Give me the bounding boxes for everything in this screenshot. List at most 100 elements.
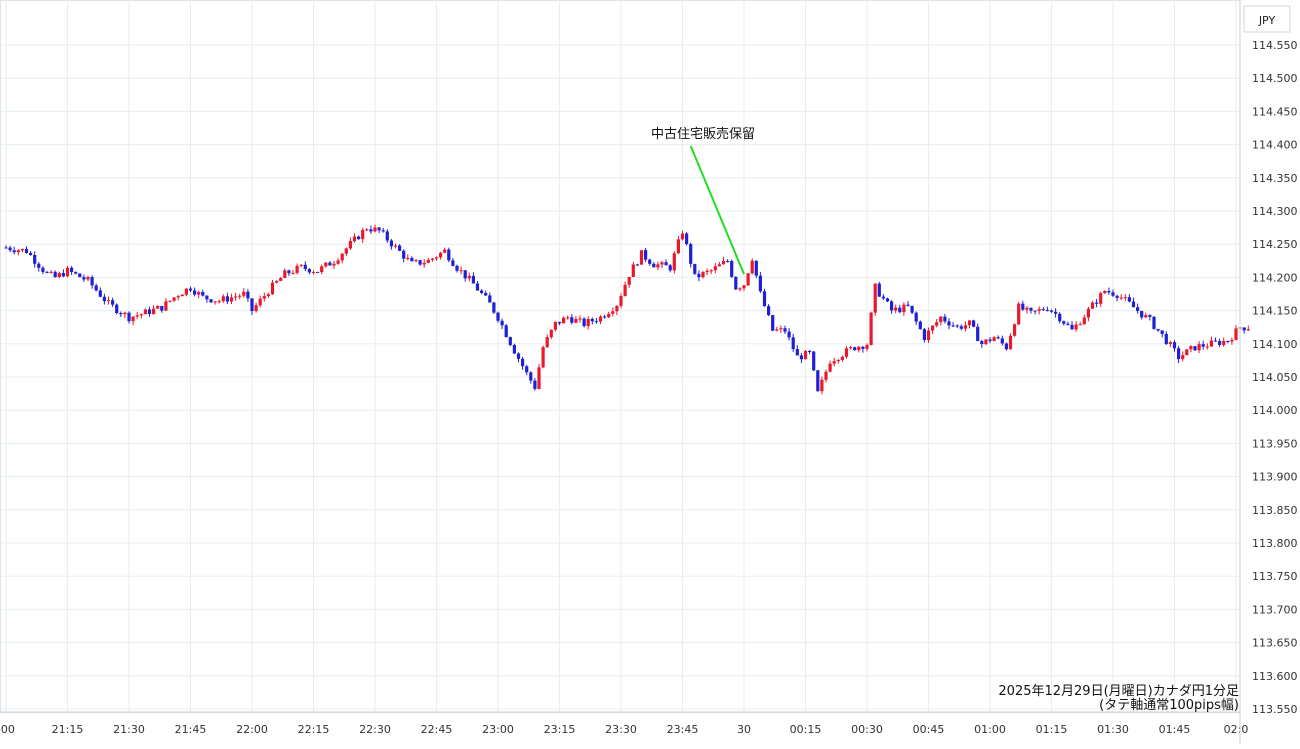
candle-body	[1242, 327, 1246, 331]
candle-body	[746, 273, 750, 286]
candle-body	[1197, 344, 1201, 351]
y-tick-label: 114.450	[1252, 105, 1298, 118]
candle-body	[340, 253, 344, 261]
candle-body	[291, 272, 295, 274]
y-tick-label: 113.950	[1252, 437, 1298, 450]
candle-body	[1021, 303, 1025, 310]
x-tick-label: 02:0	[1224, 723, 1249, 736]
candle-body	[738, 288, 742, 290]
candle-body	[303, 264, 307, 269]
candle-body	[156, 305, 160, 309]
candle-body	[959, 326, 963, 329]
candle-body	[980, 341, 984, 345]
candle-body	[455, 265, 459, 271]
candle-body	[20, 248, 24, 251]
y-tick-label: 113.800	[1252, 537, 1298, 550]
candle-body	[668, 265, 672, 271]
candle-body	[205, 295, 209, 300]
x-tick-label: 00:15	[790, 723, 822, 736]
x-tick-label: 21:30	[113, 723, 145, 736]
candle-body	[570, 317, 574, 323]
annotation-line	[689, 145, 745, 275]
y-tick-label: 114.300	[1252, 205, 1298, 218]
candle-body	[779, 328, 783, 330]
candle-body	[713, 266, 717, 271]
candle-body	[951, 325, 955, 327]
candle-body	[258, 298, 262, 306]
x-tick-label: 21:15	[52, 723, 84, 736]
y-tick-label: 114.400	[1252, 139, 1298, 152]
candle-body	[311, 271, 316, 273]
candle-body	[123, 312, 127, 315]
candle-body	[229, 297, 234, 302]
candle-body	[209, 299, 213, 303]
candle-body	[1222, 340, 1226, 345]
candle-body	[1111, 292, 1115, 296]
candle-body	[603, 316, 607, 318]
x-tick-label: 01:30	[1097, 723, 1129, 736]
candle-body	[324, 262, 328, 267]
candle-body	[1152, 316, 1156, 329]
candle-body	[295, 265, 299, 273]
candle-body	[287, 270, 291, 274]
candle-body	[135, 315, 139, 317]
candle-body	[188, 288, 193, 291]
candle-body	[422, 262, 426, 265]
candle-body	[1041, 309, 1045, 311]
candle-body	[426, 259, 430, 263]
candle-body	[1226, 340, 1230, 342]
candle-body	[4, 247, 8, 249]
candle-body	[771, 315, 775, 331]
candle-body	[1177, 348, 1181, 360]
candle-body	[307, 268, 311, 273]
candle-body	[115, 304, 119, 314]
candle-body	[685, 233, 689, 245]
candle-body	[648, 259, 652, 264]
candle-body	[475, 283, 480, 291]
candle-body	[1000, 338, 1004, 344]
candle-body	[168, 300, 172, 302]
candle-body	[402, 250, 406, 259]
candle-body	[689, 244, 693, 264]
candle-body	[1045, 310, 1049, 312]
candle-body	[541, 347, 545, 368]
candle-body	[74, 271, 78, 274]
currency-label: JPY	[1258, 14, 1276, 27]
candle-body	[434, 257, 439, 259]
candle-body	[869, 312, 873, 345]
candle-body	[488, 295, 492, 303]
candle-body	[242, 291, 246, 296]
candle-body	[984, 339, 988, 345]
candle-body	[1213, 340, 1218, 342]
candle-body	[398, 245, 402, 251]
candle-body	[672, 253, 676, 271]
candle-body	[373, 227, 377, 232]
candle-body	[500, 320, 504, 326]
candle-body	[463, 270, 467, 279]
candle-body	[78, 273, 82, 278]
candle-body	[881, 296, 885, 299]
candle-body	[270, 282, 275, 295]
candle-body	[41, 267, 45, 272]
candle-body	[525, 366, 529, 373]
candle-body	[1107, 291, 1111, 293]
candle-body	[594, 321, 598, 323]
candle-body	[545, 337, 549, 348]
candle-body	[86, 277, 90, 280]
candle-body	[791, 337, 795, 350]
candle-body	[1144, 315, 1148, 318]
x-tick-label: 01:00	[974, 723, 1006, 736]
annotation-group: 中古住宅販売保留	[651, 126, 755, 275]
candle-body	[357, 236, 361, 240]
candle-body	[1033, 310, 1037, 312]
candle-body	[832, 361, 836, 364]
candle-body	[619, 296, 623, 306]
candle-body	[152, 308, 156, 315]
candle-body	[1062, 321, 1066, 324]
candle-body	[139, 314, 143, 316]
candle-body	[504, 325, 508, 338]
y-tick-label: 114.000	[1252, 404, 1298, 417]
y-tick-label: 114.100	[1252, 338, 1298, 351]
candle-body	[840, 356, 844, 360]
candle-body	[717, 264, 721, 267]
